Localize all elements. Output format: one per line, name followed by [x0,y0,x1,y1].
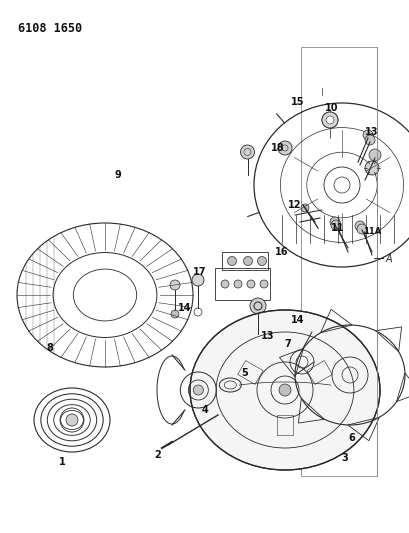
Circle shape [66,414,78,426]
Bar [237,360,263,384]
Circle shape [330,220,340,230]
Circle shape [191,274,204,286]
Text: 18: 18 [270,143,284,153]
Text: 15: 15 [290,97,304,107]
Circle shape [321,112,337,128]
Text: 1: 1 [58,457,65,467]
Circle shape [300,204,308,212]
Circle shape [240,145,254,159]
Circle shape [259,280,267,288]
Circle shape [193,385,203,395]
Ellipse shape [189,310,379,470]
Circle shape [364,135,374,145]
Circle shape [356,224,366,234]
Text: 6108 1650: 6108 1650 [18,22,82,35]
Circle shape [325,116,333,124]
Text: 11: 11 [330,223,344,233]
Circle shape [362,130,372,140]
Text: 2: 2 [154,450,161,460]
Text: 11A: 11A [362,228,380,237]
Circle shape [220,280,229,288]
Text: 5: 5 [241,368,248,378]
Circle shape [368,149,380,161]
Circle shape [234,280,241,288]
Text: 8: 8 [47,343,53,353]
Text: 3: 3 [341,453,348,463]
Bar [306,360,331,384]
Circle shape [243,256,252,265]
Text: 4: 4 [201,405,208,415]
Text: A: A [385,254,392,264]
Circle shape [227,256,236,265]
Text: 13: 13 [364,127,378,137]
Circle shape [325,116,333,124]
Circle shape [257,256,266,265]
Circle shape [278,384,290,396]
Circle shape [170,280,180,290]
Text: 9: 9 [115,170,121,180]
Circle shape [277,141,291,155]
Circle shape [364,161,378,175]
Text: 6: 6 [348,433,355,443]
Circle shape [329,217,339,227]
Bar [300,47,376,476]
Text: 16: 16 [274,247,288,257]
Text: 14: 14 [178,303,191,313]
Text: 10: 10 [324,103,338,113]
Text: 7: 7 [284,339,291,349]
Bar [276,415,292,435]
Text: 13: 13 [261,331,274,341]
Circle shape [354,221,364,231]
Circle shape [321,112,337,128]
Text: 12: 12 [288,200,301,210]
Circle shape [249,298,265,314]
Text: 14: 14 [290,315,304,325]
Circle shape [246,280,254,288]
Circle shape [171,310,179,318]
Text: 17: 17 [193,267,206,277]
